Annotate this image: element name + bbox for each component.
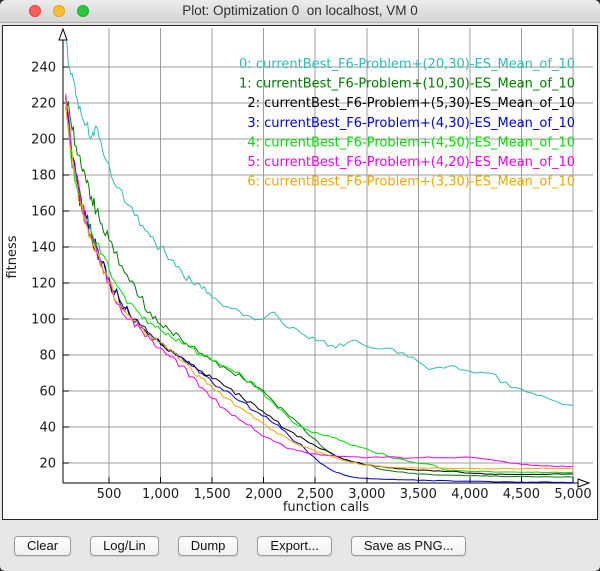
zoom-icon[interactable]: [77, 5, 89, 17]
y-tick-label: 160: [31, 205, 56, 220]
close-icon[interactable]: [29, 5, 41, 17]
log-lin-button[interactable]: Log/Lin: [90, 535, 159, 556]
y-tick-label: 60: [39, 385, 56, 400]
legend-entry-1: 1: currentBest_F6-Problem+(10,30)-ES_Mea…: [239, 77, 575, 92]
axis-layer: 20 40 60 80 100 120 140 160 180 200 220 240 500 1,000…: [31, 27, 592, 502]
x-axis-label: function calls: [283, 500, 370, 515]
y-axis-label: fitness: [5, 235, 20, 278]
y-tick-label: 240: [31, 61, 56, 76]
series-line-2: [65, 101, 574, 476]
x-tick-label: 4,000: [451, 487, 488, 502]
series-line-3: [65, 97, 573, 483]
legend-entry-4: 4: currentBest_F6-Problem+(4,50)-ES_Mean…: [247, 135, 575, 150]
series-line-5: [65, 94, 574, 468]
y-tick-label: 80: [39, 349, 56, 364]
y-tick-label: 20: [39, 457, 56, 472]
x-tick-label: 2,000: [245, 487, 282, 502]
chart-legend: 0: currentBest_F6-Problem+(20,30)-ES_Mea…: [239, 57, 575, 190]
legend-entry-2: 2: currentBest_F6-Problem+(5,30)-ES_Mean…: [247, 96, 575, 111]
window-title: Plot: Optimization 0 on localhost, VM 0: [182, 3, 418, 18]
legend-entry-6: 6: currentBest_F6-Problem+(3,30)-ES_Mean…: [247, 175, 575, 190]
y-tick-label: 100: [31, 313, 56, 328]
x-tick-label: 1,000: [142, 487, 179, 502]
series-line-0: [65, 40, 574, 407]
x-axis-arrow-icon: [577, 478, 591, 488]
grid-layer: [63, 28, 593, 483]
y-tick-label: 120: [31, 277, 56, 292]
x-tick-label: 5,000: [554, 487, 591, 502]
x-tick-label: 3,000: [348, 487, 385, 502]
dump-button[interactable]: Dump: [177, 535, 239, 556]
x-tick-label: 4,500: [503, 487, 540, 502]
x-tick-label: 1,500: [193, 487, 230, 502]
series-line-1: [65, 95, 574, 478]
plot-canvas: 20 40 60 80 100 120 140 160 180 200 220 240 500 1,000…: [5, 27, 593, 515]
y-tick-label: 220: [31, 97, 56, 112]
legend-entry-3: 3: currentBest_F6-Problem+(4,30)-ES_Mean…: [247, 116, 575, 131]
save-as-png-button[interactable]: Save as PNG...: [350, 535, 467, 556]
x-tick-label: 2,500: [297, 487, 334, 502]
series-line-4: [65, 106, 574, 474]
x-tick-label: 3,500: [400, 487, 437, 502]
x-tick-label: 500: [97, 487, 122, 502]
window-titlebar[interactable]: Plot: Optimization 0 on localhost, VM 0: [0, 0, 600, 23]
series-line-6: [65, 99, 574, 470]
legend-entry-5: 5: currentBest_F6-Problem+(4,20)-ES_Mean…: [247, 155, 575, 170]
y-tick-label: 180: [31, 169, 56, 184]
clear-button[interactable]: Clear: [14, 535, 72, 556]
plot-panel: 20 40 60 80 100 120 140 160 180 200 220 240 500 1,000…: [2, 25, 598, 520]
y-tick-label: 40: [39, 421, 56, 436]
y-tick-label: 140: [31, 241, 56, 256]
y-axis-arrow-icon: [58, 27, 68, 41]
minimize-icon[interactable]: [53, 5, 65, 17]
y-tick-label: 200: [31, 133, 56, 148]
button-bar: Clear Log/Lin Dump Export... Save as PNG…: [0, 520, 600, 571]
traffic-lights: [29, 5, 89, 17]
export-button[interactable]: Export...: [257, 535, 332, 556]
legend-entry-0: 0: currentBest_F6-Problem+(20,30)-ES_Mea…: [239, 57, 575, 72]
series-layer: [65, 40, 574, 483]
